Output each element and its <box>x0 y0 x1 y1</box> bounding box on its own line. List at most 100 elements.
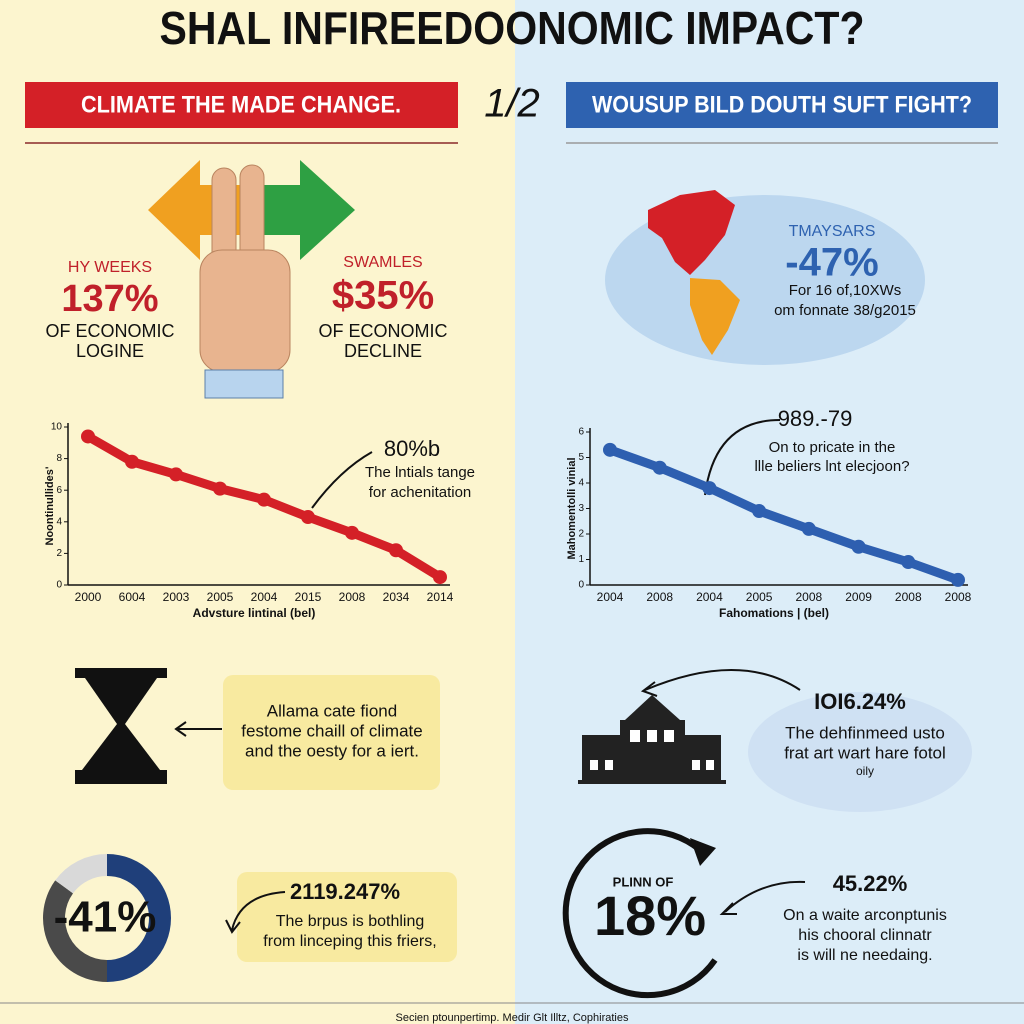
point <box>213 481 227 496</box>
stat-caption: OF ECONOMIC <box>46 321 175 341</box>
arrow <box>640 669 801 697</box>
y-axis-title: Mahomentolli vinial <box>566 457 578 559</box>
arrow <box>719 880 806 915</box>
callout-box <box>237 872 457 962</box>
x-axis-title: Advsture lintinal (bel) <box>193 606 316 620</box>
stat-value: 137% <box>61 278 158 320</box>
callout-text: On a waite arconptunis <box>783 907 947 924</box>
stat-caption: LOGINE <box>76 341 144 361</box>
stat-value: $35% <box>332 274 434 318</box>
building-text: The dehfinmeed usto <box>785 723 945 742</box>
callout-text: is will ne needaing. <box>797 947 932 964</box>
point <box>752 504 767 519</box>
map-label: TMAYSARS <box>789 223 876 240</box>
y-tick-label: 3 <box>578 503 584 514</box>
callout-text: his chooral clinnatr <box>798 927 932 944</box>
hand-icon <box>199 164 291 399</box>
point <box>901 555 916 570</box>
building-value: IOI6.24% <box>814 689 906 714</box>
arrow <box>174 721 222 737</box>
point <box>345 525 359 540</box>
x-tick-label: 2005 <box>207 590 234 604</box>
note-box <box>223 675 440 790</box>
note-text: festome chaill of climate <box>241 721 422 740</box>
x-tick-label: 2004 <box>251 590 278 604</box>
callout-value: 45.22% <box>833 871 908 896</box>
y-tick-label: 2 <box>56 548 62 559</box>
x-tick-label: 2008 <box>646 590 673 604</box>
y-tick-label: 1 <box>578 554 584 565</box>
stat-caption: DECLINE <box>344 341 422 361</box>
y-tick-label: 8 <box>56 453 62 464</box>
building-windows <box>590 730 714 770</box>
y-axis-title: Noontinullides' <box>44 466 56 545</box>
banner-right-text: WOUSUP BILD DOUTH SUFT FIGHT? <box>592 91 972 118</box>
x-tick-label: 6004 <box>119 590 146 604</box>
note-text: Allama cate fiond <box>267 701 397 720</box>
point <box>851 539 866 554</box>
stat-caption: OF ECONOMIC <box>319 321 448 341</box>
map-value: -47% <box>785 241 878 285</box>
y-tick-label: 4 <box>578 478 584 489</box>
x-tick-label: 2008 <box>339 590 366 604</box>
y-tick-label: 2 <box>578 529 584 540</box>
annotation-text: The lntials tange <box>365 464 475 481</box>
bubble <box>748 692 972 812</box>
x-tick-label: 2008 <box>796 590 823 604</box>
annotation-arrow <box>311 451 373 509</box>
x-tick-label: 2014 <box>427 590 454 604</box>
x-tick-label: 2003 <box>163 590 190 604</box>
building-text: frat art wart hare fotol <box>784 743 946 762</box>
point <box>81 429 95 444</box>
map-text: For 16 of,10XWs <box>789 282 902 299</box>
note-text: and the oesty for a iert. <box>245 741 419 760</box>
footer: Secien ptounpertimp. Medir Glt Illtz, Co… <box>396 1012 629 1024</box>
x-tick-label: 2008 <box>945 590 972 604</box>
building-text: oily <box>856 764 874 778</box>
map-text: om fonnate 38/g2015 <box>774 302 916 319</box>
point <box>257 492 271 507</box>
cycle-arrow <box>562 828 718 999</box>
y-tick-label: 5 <box>578 452 584 463</box>
annotation-text: On to pricate in the <box>769 439 896 456</box>
point <box>433 570 447 585</box>
callout-text: from linceping this friers, <box>263 933 436 950</box>
stat-label: HY WEEKS <box>68 259 152 276</box>
map-south-america <box>690 278 740 355</box>
point <box>169 467 183 482</box>
title: SHAL INFIREEDOONOMIC IMPACT? <box>160 2 865 54</box>
annotation-value: 989.-79 <box>778 406 853 431</box>
x-tick-label: 2005 <box>746 590 773 604</box>
x-tick-label: 2015 <box>295 590 322 604</box>
donut-segment <box>107 854 171 982</box>
point <box>702 481 717 496</box>
annotation-arrow <box>704 419 781 496</box>
point <box>652 460 667 475</box>
stat-label: SWAMLES <box>343 254 422 271</box>
donut-label: -41% <box>54 893 157 942</box>
hourglass-icon <box>75 668 167 784</box>
point <box>125 454 139 469</box>
x-tick-label: 2034 <box>383 590 410 604</box>
point <box>389 543 403 558</box>
point <box>603 442 617 457</box>
line <box>605 445 963 585</box>
banner-right <box>566 82 998 128</box>
x-tick-label: 2009 <box>845 590 872 604</box>
y-tick-label: 4 <box>56 516 62 527</box>
y-tick-label: 10 <box>51 422 63 433</box>
banner-left <box>25 82 458 128</box>
x-tick-label: 2008 <box>895 590 922 604</box>
callout-text: The brpus is bothling <box>276 913 425 930</box>
x-tick-label: 2004 <box>696 590 723 604</box>
page-number: 1/2 <box>484 82 540 126</box>
cycle-value: 18% <box>594 884 706 947</box>
y-tick-label: 0 <box>578 580 584 591</box>
y-tick-label: 6 <box>56 485 62 496</box>
point <box>951 572 965 587</box>
map-north-america <box>648 190 735 275</box>
point <box>801 521 816 536</box>
y-tick-label: 6 <box>578 427 584 438</box>
